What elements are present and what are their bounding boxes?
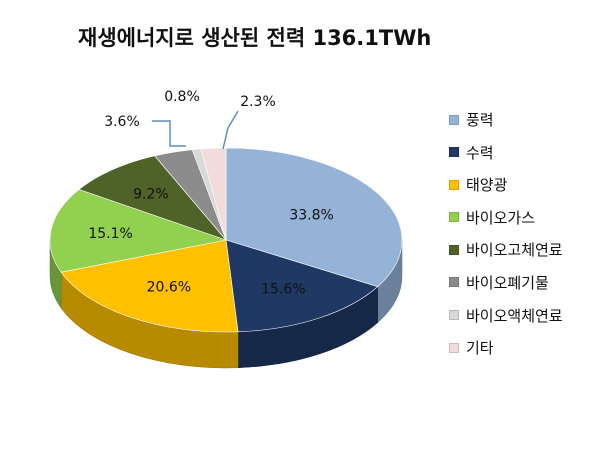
legend-label-5: 바이오폐기물: [466, 273, 549, 292]
pie-slice-1: [225, 239, 379, 333]
pie-slice-3: [49, 189, 228, 273]
chart-title: 재생에너지로 생산된 전력 136.1TWh: [78, 26, 432, 50]
legend-item-2: 태양광: [449, 175, 563, 194]
leader-line-5: [152, 120, 186, 147]
legend-item-4: 바이오고체연료: [449, 240, 563, 259]
pie-slice-2: [60, 239, 239, 333]
legend-label-0: 풍력: [466, 111, 494, 129]
legend-swatch-3: [449, 212, 459, 223]
legend-label-6: 바이오액체연료: [466, 306, 563, 325]
leader-line-7: [222, 110, 239, 150]
legend-swatch-4: [449, 244, 459, 255]
legend-swatch-2: [449, 179, 459, 190]
legend-label-3: 바이오가스: [466, 208, 536, 227]
pie-slice-4: [78, 155, 227, 241]
legend-label-2: 태양광: [466, 176, 508, 195]
legend-item-5: 바이오폐기물: [449, 273, 563, 292]
legend-label-7: 기타: [466, 339, 494, 358]
data-label-4: 9.2%: [133, 187, 169, 203]
legend-item-3: 바이오가스: [449, 208, 563, 227]
legend-item-1: 수력: [449, 143, 563, 162]
legend-swatch-0: [449, 114, 459, 125]
data-label-6: 0.8%: [164, 89, 200, 105]
pie-slice-0: [225, 147, 403, 287]
legend-item-7: 기타: [449, 338, 563, 357]
legend-item-0: 풍력: [449, 110, 563, 129]
data-label-2: 20.6%: [147, 279, 191, 295]
legend-item-6: 바이오액체연료: [449, 306, 563, 325]
legend-swatch-7: [449, 342, 459, 353]
legend-label-1: 수력: [466, 143, 494, 162]
data-label-5: 3.6%: [104, 114, 140, 130]
data-label-3: 15.1%: [88, 226, 132, 242]
legend-label-4: 바이오고체연료: [466, 241, 563, 260]
data-label-0: 33.8%: [289, 207, 333, 223]
pie-slice-7: [200, 147, 227, 241]
data-label-7: 2.3%: [240, 94, 276, 110]
legend-swatch-5: [449, 277, 459, 288]
legend-swatch-6: [449, 310, 459, 321]
data-label-1: 15.6%: [261, 282, 305, 298]
legend-swatch-1: [449, 147, 459, 158]
